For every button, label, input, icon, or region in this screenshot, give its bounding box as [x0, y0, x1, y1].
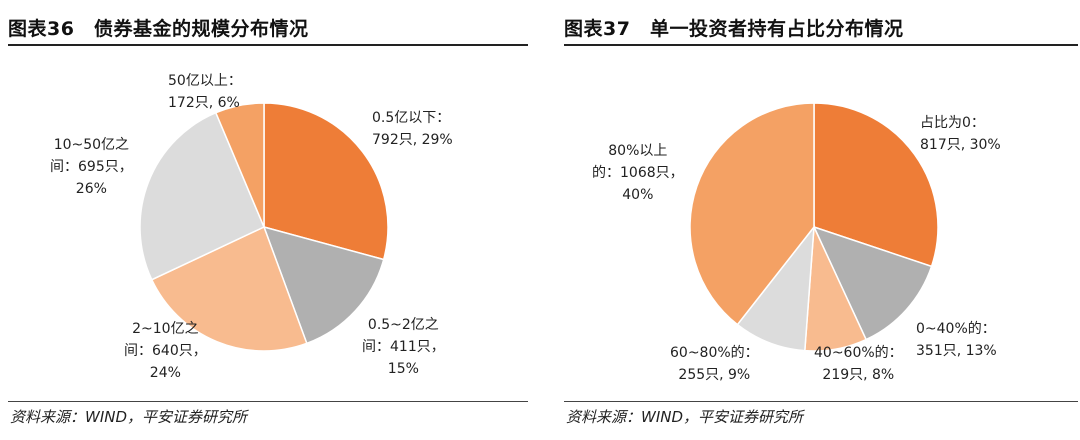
slice-label-2: 2~10亿之 间：640只， 24%: [124, 321, 207, 381]
source-note: 资料来源：WIND，平安证券研究所: [10, 408, 248, 426]
pie-slice-1: [262, 225, 385, 345]
title-rule: [8, 44, 528, 46]
slice-label-1: 0.5~2亿之 间：411只， 15%: [362, 317, 445, 377]
slice-label-4: 50亿以上： 172只, 6%: [168, 73, 242, 111]
slice-label-0: 0.5亿以下： 792只, 29%: [372, 110, 453, 148]
slice-label-3: 60~80%的： 255只, 9%: [670, 345, 759, 383]
source-rule: [8, 401, 528, 402]
title-rule: [564, 44, 1078, 46]
pie-slice-2: [150, 225, 308, 352]
pie-slice-0: [813, 102, 939, 268]
chart-panel-fund-size: 图表36 债券基金的规模分布情况 0.5亿以下： 792只, 29% 0.5~2…: [0, 0, 530, 440]
pie-slice-0: [263, 102, 389, 261]
source-rule: [564, 401, 1078, 402]
slice-label-4: 80%以上 的：1068只， 40%: [592, 143, 684, 203]
chart-title: 图表37 单一投资者持有占比分布情况: [564, 18, 904, 40]
source-note: 资料来源：WIND，平安证券研究所: [566, 408, 804, 426]
chart-title: 图表36 债券基金的规模分布情况: [8, 18, 309, 40]
slice-label-0: 占比为0： 817只, 30%: [920, 115, 1001, 153]
pie-chart-fund-size: [139, 102, 389, 352]
slice-label-2: 40~60%的： 219只, 8%: [814, 345, 903, 383]
slice-label-1: 0~40%的： 351只, 13%: [916, 321, 997, 359]
pie-slice-4: [214, 102, 265, 228]
pie-slice-1: [812, 225, 933, 341]
pie-chart-single-investor: [689, 102, 939, 352]
slice-label-3: 10~50亿之 间：695只， 26%: [50, 137, 133, 197]
chart-panel-single-investor: 图表37 单一投资者持有占比分布情况 占比为0： 817只, 30% 0~40%…: [556, 0, 1080, 440]
pie-slice-4: [689, 102, 815, 326]
